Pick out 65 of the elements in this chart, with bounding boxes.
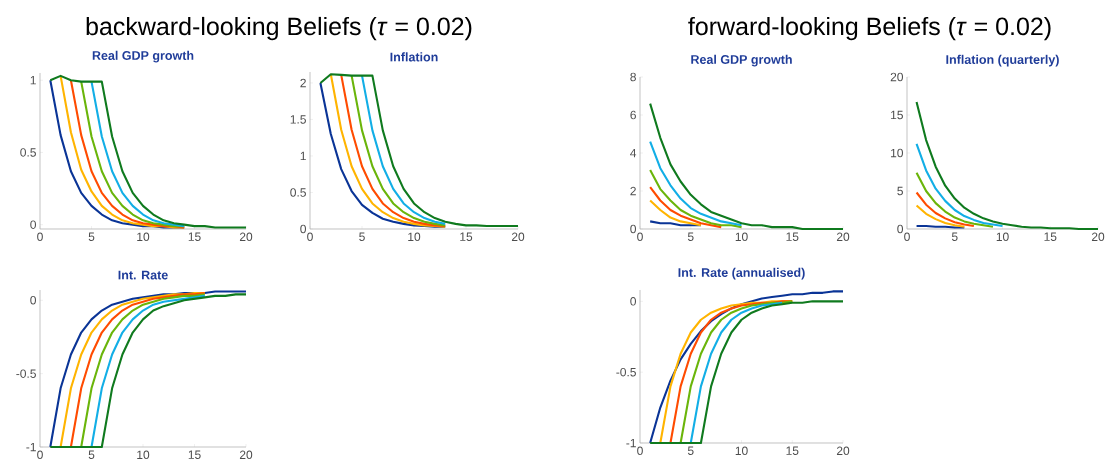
x-tick-label: 5 [687, 446, 694, 455]
chart-title: Real GDP growth [691, 54, 792, 67]
line-series [915, 191, 975, 228]
x-tick-label: 10 [137, 232, 150, 242]
line-series [649, 169, 743, 229]
x-tick-label: 20 [239, 232, 253, 242]
line-series [689, 301, 784, 445]
y-tick-label: 1 [300, 151, 306, 161]
chart-title: Real GDP growth [92, 50, 194, 63]
x-tick-label: 0 [307, 232, 313, 242]
y-tick-label: 20 [890, 72, 904, 82]
y-tick-label: 2 [630, 186, 636, 196]
y-tick-label: 0 [30, 296, 37, 305]
line-series [915, 204, 966, 228]
y-tick-label: 0 [897, 224, 904, 234]
x-tick-label: 20 [836, 232, 850, 242]
x-tick-label: 20 [239, 450, 253, 460]
y-tick-label: -1 [626, 438, 636, 448]
chart-title: Int. Rate (annualised) [678, 267, 805, 280]
y-tick-label: 8 [630, 72, 636, 82]
y-tick-label: 5 [897, 186, 903, 196]
x-tick-label: 10 [735, 446, 748, 456]
x-tick-label: 15 [1044, 232, 1057, 241]
x-tick-label: 10 [137, 450, 150, 460]
x-tick-label: 5 [951, 232, 958, 241]
y-tick-label: 2 [300, 78, 306, 88]
x-tick-label: 20 [511, 232, 525, 242]
y-tick-label: -1 [26, 442, 36, 452]
y-tick-label: 15 [891, 110, 903, 120]
line-series [915, 171, 995, 228]
x-tick-label: 15 [188, 450, 201, 459]
y-tick-label: 0 [630, 224, 637, 234]
text: backward-looking Beliefs (τ = 0.02) [86, 16, 472, 41]
x-tick-label: 20 [1091, 232, 1105, 242]
x-tick-label: 5 [88, 450, 95, 459]
y-tick-label: -0.5 [616, 367, 636, 377]
chart-title: Int. Rate [118, 270, 168, 280]
text: forward-looking Beliefs (τ = 0.02) [688, 16, 1051, 41]
line-series [915, 142, 1004, 228]
y-tick-label: 0 [300, 224, 307, 234]
y-tick-label: 6 [630, 110, 636, 120]
x-tick-label: 15 [786, 446, 799, 455]
x-tick-label: 5 [687, 232, 694, 241]
y-tick-label: 1 [30, 76, 36, 85]
x-tick-label: 20 [836, 446, 850, 456]
y-tick-label: 0.5 [290, 188, 306, 197]
chart-title: Inflation (quarterly) [946, 54, 1059, 67]
line-series [649, 186, 723, 229]
y-tick-label: 0 [630, 297, 637, 306]
x-tick-label: 5 [88, 232, 95, 241]
y-tick-label: -0.5 [16, 369, 36, 378]
x-tick-label: 15 [188, 232, 201, 241]
x-tick-label: 5 [359, 232, 365, 241]
y-tick-label: 0 [30, 220, 37, 229]
x-tick-label: 10 [735, 232, 748, 242]
y-tick-label: 1.5 [290, 115, 306, 124]
chart-title: Inflation [390, 52, 438, 62]
line-series [649, 199, 702, 227]
x-tick-label: 15 [460, 232, 473, 241]
x-tick-label: 15 [786, 232, 799, 241]
y-tick-label: 4 [630, 148, 637, 158]
x-tick-label: 10 [996, 232, 1009, 242]
y-tick-label: 10 [891, 148, 904, 158]
x-tick-label: 10 [408, 232, 421, 242]
y-tick-label: 0.5 [20, 148, 36, 157]
